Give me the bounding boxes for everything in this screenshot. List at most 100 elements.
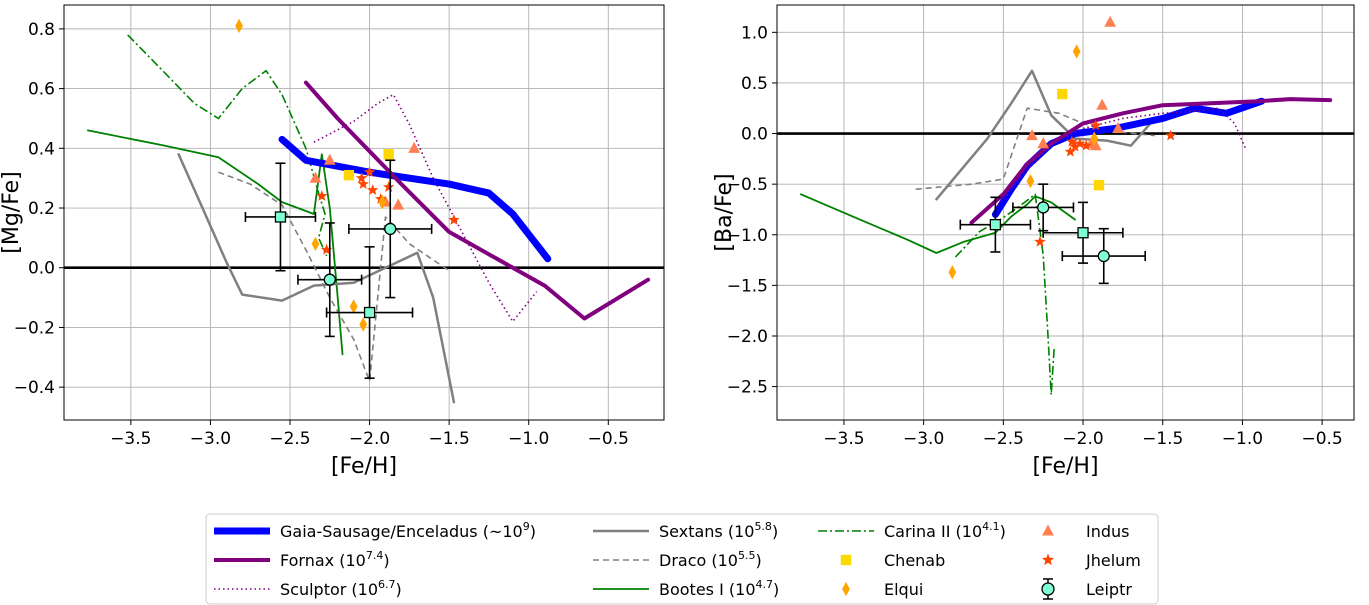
grid bbox=[64, 5, 664, 420]
x-tick-label: −1.0 bbox=[508, 429, 549, 449]
y-tick-label: −0.5 bbox=[727, 175, 768, 195]
elqui-point bbox=[349, 299, 358, 314]
x-tick-label: −1.5 bbox=[1142, 429, 1183, 449]
x-tick-label: −3.5 bbox=[110, 429, 151, 449]
y-axis-label: [Ba/Fe] bbox=[712, 173, 737, 251]
leiptr-points bbox=[959, 183, 1146, 285]
legend-handle-marker bbox=[840, 554, 852, 566]
legend-label: Carina II (104.1) bbox=[884, 520, 1006, 541]
indus-point bbox=[1112, 121, 1124, 134]
plot-area bbox=[777, 15, 1354, 396]
leiptr-point bbox=[323, 273, 336, 286]
legend-item-leiptr: Leiptr bbox=[1041, 578, 1132, 600]
legend-item-elqui: Elqui bbox=[842, 580, 923, 599]
leiptr-point bbox=[274, 211, 287, 223]
jhelum-point bbox=[1164, 129, 1177, 141]
elqui-point bbox=[1072, 44, 1081, 59]
x-axis-label: [Fe/H] bbox=[331, 454, 397, 479]
x-tick-label: −2.0 bbox=[1062, 429, 1103, 449]
x-tick-label: −0.5 bbox=[588, 429, 629, 449]
leiptr-points bbox=[244, 159, 433, 380]
indus-point bbox=[1104, 15, 1116, 27]
legend-label-tail: ) bbox=[1000, 522, 1006, 541]
elqui-point bbox=[948, 265, 957, 280]
jhelum-points bbox=[1034, 119, 1177, 247]
legend-item-sculptor: Sculptor (106.7) bbox=[214, 578, 402, 599]
legend-label-name: Fornax (10 bbox=[280, 551, 366, 570]
legend-label: Gaia-Sausage/Enceladus (~109) bbox=[280, 520, 536, 541]
sculptor-line bbox=[313, 93, 538, 323]
jhelum-point bbox=[1069, 140, 1081, 152]
legend-label: Jhelum bbox=[1085, 551, 1141, 570]
x-tick-label: −0.5 bbox=[1301, 429, 1342, 449]
legend-label-name: Indus bbox=[1086, 522, 1130, 541]
legend-handle-marker bbox=[1041, 582, 1055, 596]
elqui-point bbox=[235, 18, 243, 34]
y-tick-label: −1.5 bbox=[727, 276, 768, 296]
jhelum-point bbox=[357, 178, 369, 189]
chenab-point bbox=[1093, 179, 1105, 191]
legend-item-carina: Carina II (104.1) bbox=[818, 520, 1006, 541]
y-tick-label: −2.0 bbox=[727, 327, 768, 347]
legend-label-name: Chenab bbox=[884, 551, 945, 570]
elqui-point bbox=[359, 317, 368, 332]
legend-label-tail: ) bbox=[755, 551, 761, 570]
x-tick-label: −2.5 bbox=[983, 429, 1024, 449]
indus-point bbox=[392, 198, 405, 210]
x-axis-label: [Fe/H] bbox=[1032, 454, 1098, 479]
draco-line bbox=[915, 107, 1155, 190]
legend-label-tail: ) bbox=[773, 580, 779, 599]
elqui-point bbox=[378, 194, 387, 210]
y-tick-label: 0.4 bbox=[28, 139, 55, 159]
legend-box bbox=[205, 513, 1159, 605]
leiptr-point bbox=[363, 306, 376, 319]
y-axis-label: [Mg/Fe] bbox=[0, 171, 24, 254]
legend-label-tail: ) bbox=[383, 551, 389, 570]
legend: Gaia-Sausage/Enceladus (~109) Fornax (107… bbox=[205, 513, 1159, 605]
y-tick-label: 0.8 bbox=[28, 20, 55, 40]
jhelum-point bbox=[1080, 139, 1092, 151]
legend-label-exponent: 4.7 bbox=[756, 578, 774, 591]
chenab-points bbox=[1057, 88, 1105, 191]
legend-label-exponent: 4.1 bbox=[982, 520, 1000, 533]
legend-item-draco: Draco (105.5) bbox=[593, 549, 762, 570]
x-tick-label: −3.0 bbox=[903, 429, 944, 449]
chenab-point bbox=[383, 149, 394, 160]
chenab-points bbox=[343, 149, 394, 181]
legend-label: Draco (105.5) bbox=[659, 549, 762, 570]
legend-handle-marker bbox=[1041, 553, 1055, 566]
plot-area bbox=[64, 18, 664, 404]
indus-point bbox=[1089, 139, 1102, 151]
x-tick-label: −3.0 bbox=[190, 429, 231, 449]
carina-line bbox=[954, 193, 1056, 396]
legend-label-name: Draco (10 bbox=[659, 551, 738, 570]
y-tick-label: 0.6 bbox=[28, 80, 55, 100]
legend-label-name: Bootes I (10 bbox=[659, 580, 756, 599]
jhelum-point bbox=[1066, 135, 1078, 147]
legend-label: Indus bbox=[1086, 522, 1130, 541]
legend-label-tail: ) bbox=[396, 580, 402, 599]
jhelum-point bbox=[1034, 235, 1046, 247]
legend-label-tail: ) bbox=[530, 522, 536, 541]
gse-line bbox=[278, 135, 552, 263]
legend-label-name: Elqui bbox=[884, 580, 923, 599]
bootes-line bbox=[800, 193, 1076, 254]
legend-item-bootes: Bootes I (104.7) bbox=[593, 578, 779, 599]
elqui-point bbox=[1026, 173, 1035, 189]
legend-item-sextans: Sextans (105.8) bbox=[593, 520, 778, 541]
x-tick-label: −3.5 bbox=[823, 429, 864, 449]
jhelum-point bbox=[355, 172, 368, 184]
bootes-line bbox=[87, 129, 344, 356]
legend-label: Bootes I (104.7) bbox=[659, 578, 779, 599]
legend-label: Sculptor (106.7) bbox=[280, 578, 402, 599]
legend-label-name: Sculptor (10 bbox=[280, 580, 378, 599]
indus-point bbox=[1037, 137, 1050, 149]
grid bbox=[777, 5, 1354, 420]
legend-item-fornax: Fornax (107.4) bbox=[214, 549, 390, 570]
x-tick-label: −1.5 bbox=[429, 429, 470, 449]
leiptr-point bbox=[1097, 249, 1110, 263]
legend-label-exponent: 6.7 bbox=[378, 578, 396, 591]
legend-label: Leiptr bbox=[1086, 580, 1132, 599]
y-tick-label: 0.0 bbox=[28, 259, 55, 279]
jhelum-point bbox=[320, 243, 333, 255]
